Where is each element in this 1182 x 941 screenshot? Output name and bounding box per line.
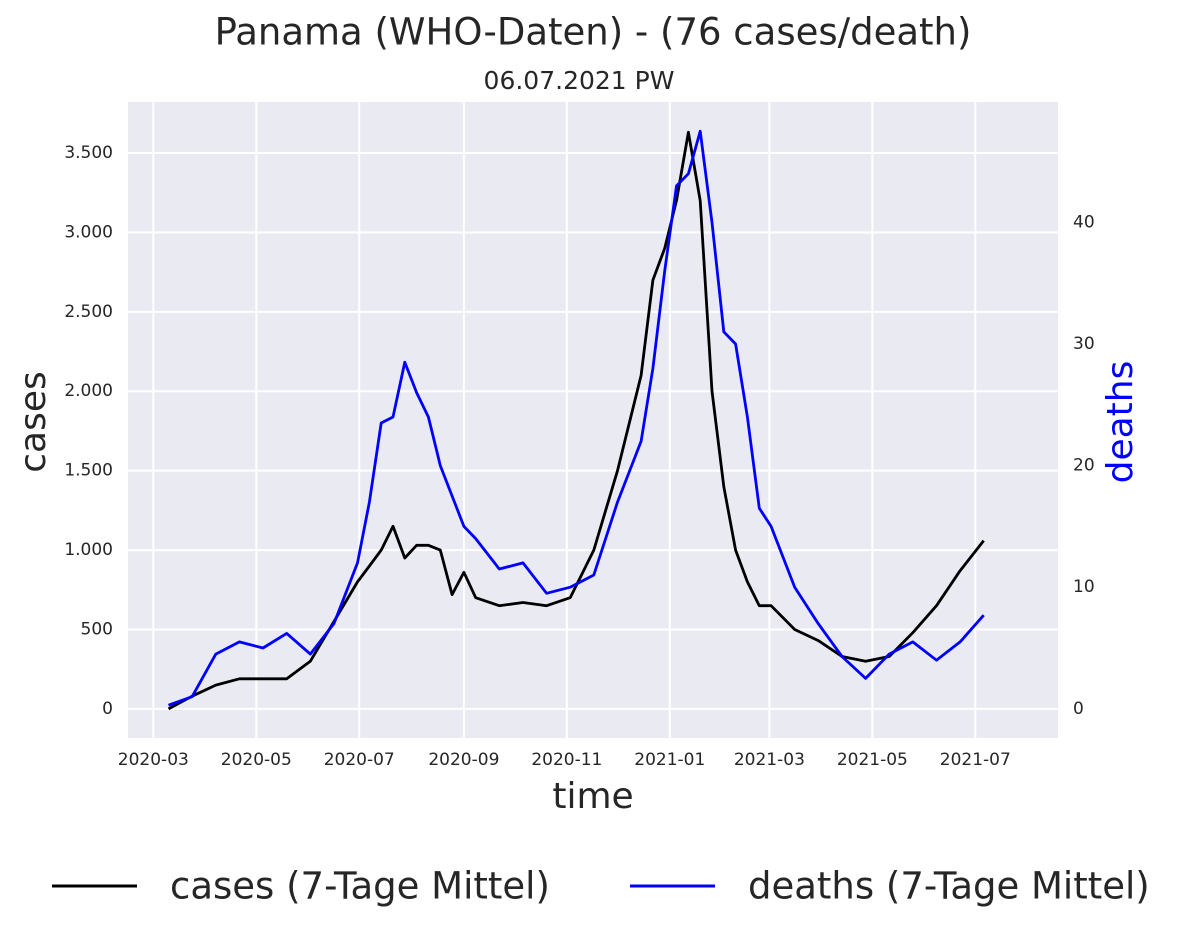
y2-tick-label: 30 [1073, 334, 1095, 354]
x-tick-label: 2020-09 [428, 750, 499, 770]
y-tick-label: 0 [102, 699, 113, 719]
y-tick-label: 2.500 [64, 302, 113, 322]
x-tick-label: 2021-07 [940, 750, 1011, 770]
y2-tick-label: 10 [1073, 577, 1095, 597]
chart-title: Panama (WHO-Daten) - (76 cases/death) [215, 11, 972, 54]
x-tick-label: 2020-11 [531, 750, 602, 770]
x-tick-label: 2020-07 [324, 750, 395, 770]
legend-label: cases (7-Tage Mittel) [170, 865, 550, 908]
y2-tick-label: 40 [1073, 212, 1095, 232]
y-tick-label: 3.500 [64, 143, 113, 163]
x-tick-label: 2021-03 [734, 750, 805, 770]
x-axis-label: time [552, 776, 633, 817]
x-tick-label: 2021-05 [837, 750, 908, 770]
line-series [168, 129, 985, 707]
y-axis-label: cases [13, 371, 54, 473]
x-tick-label: 2020-03 [118, 750, 189, 770]
y-tick-label: 2.000 [64, 381, 113, 401]
line-series [167, 130, 985, 711]
y2-tick-label: 20 [1073, 456, 1095, 476]
y-tick-label: 1.500 [64, 461, 113, 481]
y2-tick-label: 0 [1073, 699, 1084, 719]
x-tick-label: 2020-05 [221, 750, 292, 770]
y2-axis-label: deaths [1100, 361, 1141, 484]
legend-label: deaths (7-Tage Mittel) [748, 865, 1150, 908]
plot-area [128, 102, 1058, 738]
y-tick-label: 1.000 [64, 540, 113, 560]
y-tick-label: 500 [81, 620, 113, 640]
chart-subtitle: 06.07.2021 PW [484, 66, 675, 95]
y-tick-label: 3.000 [64, 222, 113, 242]
x-tick-label: 2021-01 [634, 750, 705, 770]
